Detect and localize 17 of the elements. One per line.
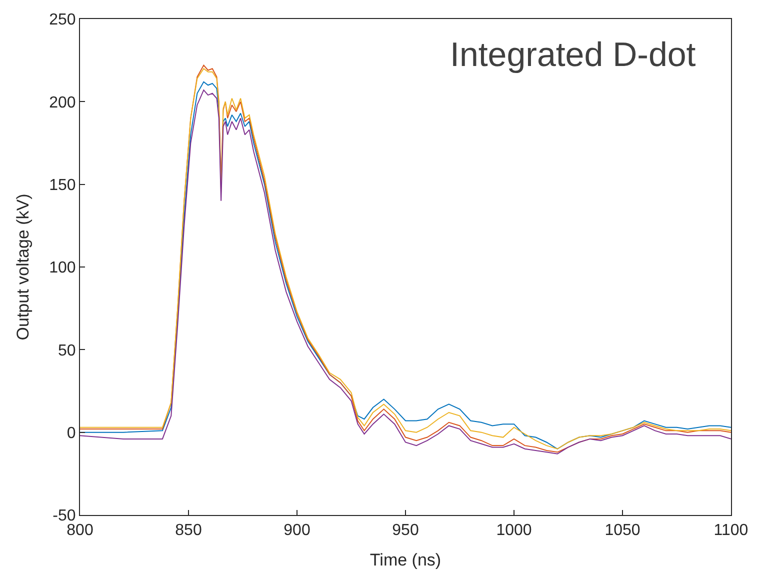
x-tick-label: 950 (392, 522, 419, 540)
y-tick-label: 150 (49, 176, 76, 194)
y-tick-label: 50 (58, 342, 76, 360)
text: Integrated D-dot (450, 36, 696, 74)
y-tick-label: 200 (49, 94, 76, 112)
x-tick-label: 850 (175, 522, 202, 540)
y-tick-label: 0 (66, 424, 76, 442)
y-tick-label: -50 (52, 508, 76, 525)
y-axis-title: Output voltage (kV) (14, 194, 33, 340)
x-axis-title: Time (ns) (370, 550, 442, 570)
x-tick-label: 900 (284, 522, 310, 540)
x-tick-label: 800 (66, 522, 94, 540)
y-tick-label: 250 (49, 12, 76, 29)
x-tick-label: 1050 (604, 522, 640, 540)
y-tick-label: 100 (49, 260, 76, 277)
x-tick-label: 1100 (714, 522, 748, 540)
x-tick-label: 1000 (496, 522, 532, 540)
